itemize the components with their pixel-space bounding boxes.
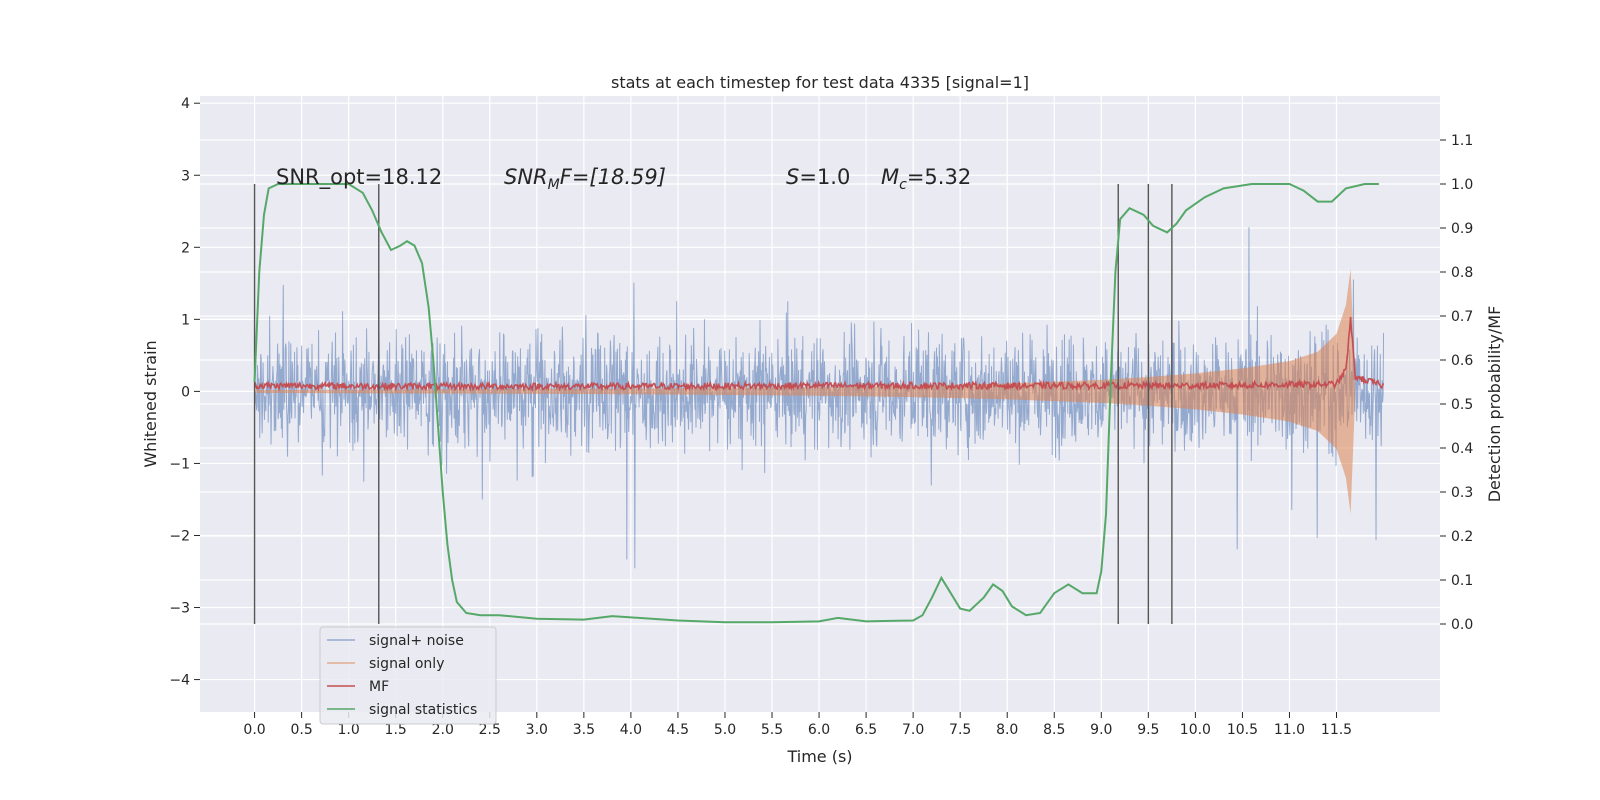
annotation-s: S=1.0 bbox=[786, 165, 850, 189]
y-tick-label: −2 bbox=[169, 528, 190, 544]
x-tick-label: 1.0 bbox=[338, 722, 360, 738]
legend-label-signal-plus-noise: signal+ noise bbox=[369, 633, 464, 649]
annotation-s-rest: =1.0 bbox=[799, 165, 850, 189]
x-tick-label: 8.0 bbox=[996, 722, 1018, 738]
y-tick-label: 2 bbox=[181, 240, 190, 256]
signal-only-band bbox=[254, 268, 1356, 514]
legend-label-signal-statistics: signal statistics bbox=[369, 702, 477, 718]
x-tick-label: 4.0 bbox=[620, 722, 642, 738]
x-tick-label: 6.0 bbox=[808, 722, 830, 738]
y-right-tick-label: 1.1 bbox=[1451, 133, 1473, 149]
signal-only-series bbox=[254, 268, 1356, 514]
x-tick-label: 2.0 bbox=[432, 722, 454, 738]
x-tick-label: 9.5 bbox=[1137, 722, 1159, 738]
x-axis-label: Time (s) bbox=[786, 747, 852, 766]
annotation-s-symbol: S bbox=[786, 165, 799, 189]
x-tick-label: 10.5 bbox=[1227, 722, 1258, 738]
annotation-snr-opt: SNR_opt=18.12 bbox=[276, 165, 442, 190]
x-tick-label: 8.5 bbox=[1043, 722, 1065, 738]
legend-label-mf: MF bbox=[369, 679, 389, 695]
y-tick-label: 3 bbox=[181, 168, 190, 184]
y-right-axis-ticks: 1.1 1.0 0.9 0.8 0.7 0.6 0.5 0.4 0.3 0.2 0.1 0.0 bbox=[1440, 133, 1473, 633]
y-tick-label: 4 bbox=[181, 96, 190, 112]
x-tick-label: 3.5 bbox=[573, 722, 595, 738]
signal-statistics-line bbox=[253, 183, 1379, 624]
y-right-tick-label: 0.1 bbox=[1451, 573, 1473, 589]
mf-line bbox=[253, 316, 1385, 393]
legend-label-signal-only: signal only bbox=[369, 656, 444, 672]
y-right-tick-label: 0.8 bbox=[1451, 265, 1473, 281]
annotation-mc-rest: =5.32 bbox=[907, 165, 971, 189]
x-tick-label: 5.5 bbox=[761, 722, 783, 738]
x-tick-label: 2.5 bbox=[479, 722, 501, 738]
x-tick-label: 6.5 bbox=[855, 722, 877, 738]
y-right-tick-label: 0.2 bbox=[1451, 529, 1473, 545]
x-tick-label: 11.0 bbox=[1274, 722, 1305, 738]
annotation-mc-subscript: c bbox=[899, 177, 907, 193]
annotation-snr-mf-subscript: M bbox=[548, 177, 560, 193]
y-right-tick-label: 0.6 bbox=[1451, 353, 1473, 369]
chart-title: stats at each timestep for test data 433… bbox=[611, 73, 1029, 92]
y-tick-label: −1 bbox=[169, 456, 190, 472]
y-axis-ticks: 4 3 2 1 0 −1 −2 −3 −4 bbox=[169, 96, 200, 689]
legend-box bbox=[319, 626, 497, 725]
y-tick-label: 0 bbox=[181, 384, 190, 400]
x-axis-ticks: 0.0 0.5 1.0 1.5 2.0 2.5 3.0 3.5 4.0 4.5 5.0 5.5 6.0 6… bbox=[243, 712, 1352, 738]
annotation-snr-mf-symbol: SNR bbox=[504, 165, 548, 189]
y-right-axis-label: Detection probability/MF bbox=[1485, 306, 1504, 503]
y-right-tick-label: 0.9 bbox=[1451, 221, 1473, 237]
annotation-snr-mf: SNRMF=[18.59] bbox=[504, 165, 666, 193]
y-tick-label: −4 bbox=[169, 673, 190, 689]
x-tick-label: 5.0 bbox=[714, 722, 736, 738]
y-right-tick-label: 0.4 bbox=[1451, 441, 1473, 457]
legend: signal+ noise signal only MF signal stat… bbox=[319, 626, 497, 725]
x-tick-label: 0.0 bbox=[243, 722, 265, 738]
x-tick-label: 10.0 bbox=[1180, 722, 1211, 738]
y-tick-label: 1 bbox=[181, 312, 190, 328]
y-right-tick-label: 0.7 bbox=[1451, 309, 1473, 325]
annotation-snr-mf-rest: F=[18.59] bbox=[560, 165, 666, 189]
x-tick-label: 4.5 bbox=[667, 722, 689, 738]
x-tick-label: 7.0 bbox=[902, 722, 924, 738]
y-right-tick-label: 0.0 bbox=[1451, 617, 1473, 633]
y-right-tick-label: 0.3 bbox=[1451, 485, 1473, 501]
x-tick-label: 11.5 bbox=[1321, 722, 1352, 738]
annotation-mc: Mc=5.32 bbox=[881, 165, 971, 193]
x-tick-label: 3.0 bbox=[526, 722, 548, 738]
y-right-tick-label: 1.0 bbox=[1451, 177, 1473, 193]
x-tick-label: 0.5 bbox=[290, 722, 312, 738]
grid bbox=[200, 96, 1440, 712]
signal-statistics-series bbox=[253, 183, 1379, 624]
x-tick-label: 7.5 bbox=[949, 722, 971, 738]
x-tick-label: 1.5 bbox=[385, 722, 407, 738]
x-tick-label: 9.0 bbox=[1090, 722, 1112, 738]
mf-series bbox=[253, 316, 1385, 393]
y-axis-label: Whitened strain bbox=[141, 340, 160, 467]
y-tick-label: −3 bbox=[169, 601, 190, 617]
vertical-markers bbox=[253, 184, 1173, 624]
annotation-mc-symbol: M bbox=[881, 165, 899, 189]
y-right-tick-label: 0.5 bbox=[1451, 397, 1473, 413]
